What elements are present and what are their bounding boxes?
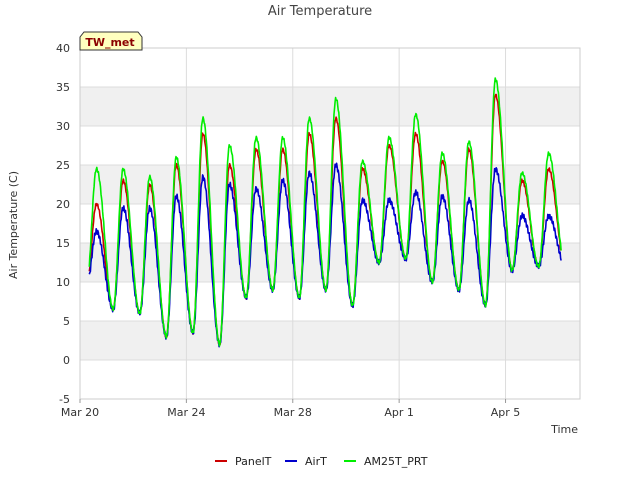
plot-band [80, 282, 580, 321]
series-line-am25t_prt [88, 77, 562, 347]
plot-frame [79, 47, 581, 400]
y-tick-label: 35 [56, 81, 70, 94]
x-tick-label: Mar 24 [167, 406, 205, 419]
y-tick-label: 25 [56, 159, 70, 172]
legend-label: PanelT [235, 455, 272, 468]
y-tick-label: -5 [59, 393, 70, 406]
plot-band [80, 126, 580, 165]
plot-band [80, 360, 580, 399]
legend: PanelT AirT AM25T_PRT [215, 455, 428, 468]
station-label: TW_met [85, 36, 134, 49]
station-badge-box [79, 31, 143, 51]
x-tick-label: Apr 5 [491, 406, 521, 419]
legend-label: AM25T_PRT [364, 455, 428, 468]
x-axis-label: Time [550, 423, 578, 436]
station-badge: TW_met [79, 31, 143, 51]
y-tick-label: 15 [56, 237, 70, 250]
plot-band [80, 87, 580, 126]
plot-band [80, 48, 580, 87]
x-tick-label: Mar 20 [61, 406, 99, 419]
y-tick-label: 30 [56, 120, 70, 133]
x-axis-ticks: Mar 20 Mar 24 Mar 28 Apr 1 Apr 5 [61, 399, 520, 419]
y-tick-label: 40 [56, 42, 70, 55]
legend-label: AirT [305, 455, 327, 468]
y-tick-label: 0 [63, 354, 70, 367]
y-axis-ticks: -5 0 5 10 15 20 25 30 35 40 [56, 42, 70, 406]
y-tick-label: 10 [56, 276, 70, 289]
y-tick-label: 5 [63, 315, 70, 328]
y-axis-label: Air Temperature (C) [7, 171, 20, 279]
plot-band [80, 321, 580, 360]
series-group [88, 77, 562, 348]
x-tick-label: Apr 1 [384, 406, 414, 419]
x-tick-label: Mar 28 [274, 406, 312, 419]
y-tick-label: 20 [56, 198, 70, 211]
chart-title: Air Temperature [268, 4, 372, 19]
